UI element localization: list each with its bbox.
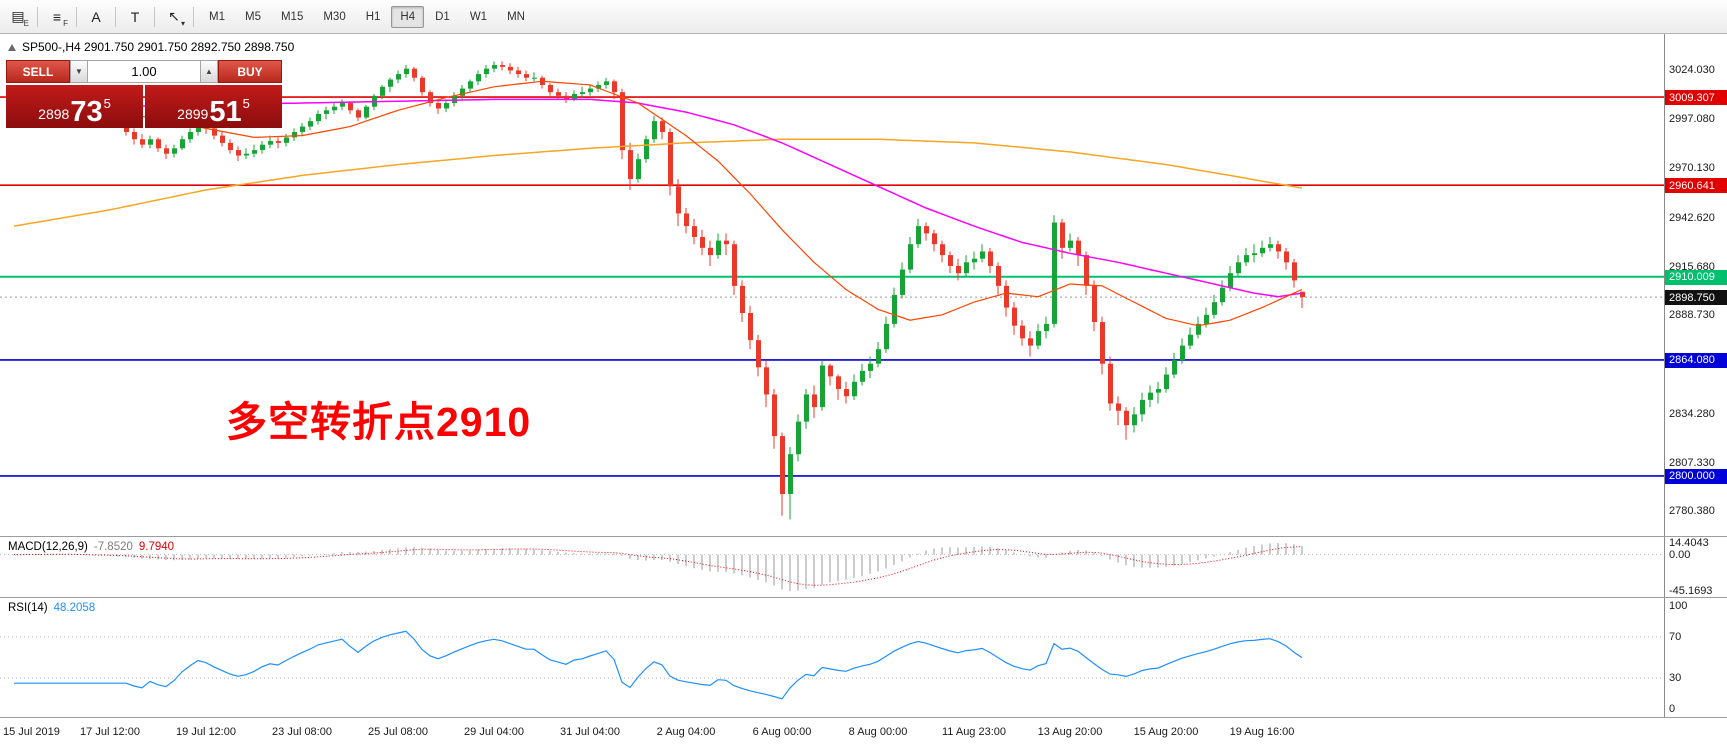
- price-tick-label: 2780.380: [1669, 505, 1715, 518]
- timeframe-button-MN[interactable]: MN: [507, 10, 525, 23]
- chart-ohlc-header: SP500-,H4 2901.750 2901.750 2892.750 289…: [8, 40, 294, 54]
- one-click-trade-panel: SELL ▼ ▲ BUY 2898 73 5 2899 51 5: [6, 60, 282, 128]
- price-tick-label: 3024.030: [1669, 64, 1715, 77]
- macd-axis-label: -45.1693: [1669, 585, 1713, 597]
- time-axis-label: 19 Jul 12:00: [176, 726, 236, 738]
- time-axis-label: 19 Aug 16:00: [1229, 726, 1295, 738]
- timeframe-button-M5[interactable]: M5: [244, 10, 261, 23]
- levels-f-icon[interactable]: ≡ F: [52, 8, 68, 28]
- macd-axis-label: 14.4043: [1669, 537, 1709, 549]
- price-tick-label: 2915.680: [1669, 260, 1715, 273]
- volume-input[interactable]: [88, 60, 200, 83]
- price-tick-label: 2942.620: [1669, 211, 1715, 224]
- time-axis-label: 25 Jul 08:00: [368, 726, 428, 738]
- time-axis-label: 15 Aug 20:00: [1133, 726, 1199, 738]
- macd-signal-value: 9.7940: [138, 541, 175, 553]
- timeframe-group: M1 M5 M15 M30 H1 H4 D1 W1 MN: [199, 5, 535, 28]
- macd-label: MACD(12,26,9) -7.8520 9.7940: [8, 541, 174, 553]
- timeframe-button-M15[interactable]: M15: [280, 10, 304, 23]
- bid-quote[interactable]: 2898 73 5: [6, 85, 143, 128]
- rsi-pane[interactable]: [0, 598, 1664, 717]
- timeframe-button-M30[interactable]: M30: [323, 10, 346, 23]
- price-tick-label: 2834.280: [1669, 407, 1715, 420]
- ask-big-digits: 51: [209, 96, 242, 129]
- rsi-label: RSI(14) 48.2058: [8, 602, 95, 614]
- pane-separator[interactable]: [0, 717, 1727, 718]
- cursor-tool-icon[interactable]: ↖ ▾: [168, 8, 185, 28]
- time-axis-label: 13 Aug 20:00: [1037, 726, 1103, 738]
- candles-layer[interactable]: [12, 61, 1305, 520]
- ask-prefix: 2899: [177, 106, 209, 122]
- macd-histogram: [21, 543, 1303, 591]
- rsi-line: [14, 630, 1303, 700]
- price-tick-label: 2807.330: [1669, 456, 1715, 469]
- main-chart-pane[interactable]: [0, 33, 1664, 536]
- time-axis-label: 11 Aug 23:00: [941, 726, 1007, 738]
- toolbar: ▤ E ≡ F A T ↖ ▾ M1 M5 M15 M30 H1 H4 D1 W1 MN: [0, 0, 1727, 34]
- time-axis-label: 15 Jul 2019: [3, 726, 60, 738]
- timeframe-button-M1[interactable]: M1: [209, 10, 225, 23]
- text-a-icon[interactable]: A: [91, 8, 101, 25]
- time-axis-label: 17 Jul 12:00: [80, 726, 140, 738]
- pane-separator[interactable]: [0, 536, 1727, 537]
- buy-button[interactable]: BUY: [218, 60, 282, 83]
- rsi-name: RSI(14): [8, 602, 48, 614]
- timeframe-button-H4[interactable]: H4: [391, 5, 425, 28]
- timeframe-button-H1[interactable]: H1: [365, 10, 381, 23]
- time-axis[interactable]: 15 Jul 2019 17 Jul 12:00 19 Jul 12:00 23 Ju…: [0, 718, 1727, 748]
- rsi-axis-label: 70: [1669, 630, 1682, 643]
- current-price-label: 2898.750: [1665, 290, 1727, 306]
- macd-axis-label: 0.00: [1669, 548, 1691, 561]
- time-axis-label: 31 Jul 04:00: [560, 726, 620, 738]
- ask-pip-digit: 5: [242, 96, 250, 111]
- time-axis-label: 6 Aug 00:00: [752, 726, 812, 738]
- toolbar-separator: [76, 6, 77, 27]
- rsi-axis-label: 0: [1669, 703, 1676, 715]
- bid-pip-digit: 5: [103, 96, 111, 111]
- price-label-2800.000: 2800.000: [1665, 468, 1727, 484]
- time-axis-label: 2 Aug 04:00: [656, 726, 716, 738]
- price-label-2960.641: 2960.641: [1665, 178, 1727, 194]
- toolbar-separator: [115, 6, 116, 27]
- macd-signal-line: [14, 546, 1303, 586]
- rsi-axis-label: 30: [1669, 672, 1682, 685]
- price-tick-label: 2997.080: [1669, 113, 1715, 126]
- macd-pane[interactable]: [0, 537, 1664, 597]
- macd-main-value: -7.8520: [93, 541, 133, 553]
- timeframe-button-D1[interactable]: D1: [435, 10, 450, 23]
- sell-button[interactable]: SELL: [6, 60, 70, 83]
- toolbar-separator: [193, 6, 194, 27]
- timeframe-button-W1[interactable]: W1: [469, 10, 488, 23]
- rsi-value: 48.2058: [53, 602, 96, 614]
- ma-slow: [13, 138, 1303, 227]
- price-tick-label: 2970.130: [1669, 161, 1715, 174]
- ma-fast: [13, 80, 1303, 327]
- price-label-3009.307: 3009.307: [1665, 90, 1727, 106]
- bid-big-digits: 73: [70, 96, 103, 129]
- price-axis[interactable]: 3024.030 2997.080 2970.130 2942.620 2915.680…: [1664, 33, 1727, 718]
- rsi-axis-label: 100: [1669, 600, 1688, 612]
- pattern-e-icon[interactable]: ▤ E: [11, 8, 29, 28]
- price-label-2864.080: 2864.080: [1665, 352, 1727, 368]
- ask-quote[interactable]: 2899 51 5: [145, 85, 282, 128]
- volume-decrease-button[interactable]: ▼: [70, 60, 88, 83]
- time-axis-label: 29 Jul 04:00: [464, 726, 524, 738]
- toolbar-icon-group: ▤ E ≡ F A T ↖ ▾: [4, 5, 188, 29]
- chart-text-annotation[interactable]: 多空转折点2910: [226, 399, 532, 445]
- symbol-ohlc-text: SP500-,H4 2901.750 2901.750 2892.750 289…: [22, 40, 295, 54]
- toolbar-separator: [37, 6, 38, 27]
- textbox-t-icon[interactable]: T: [130, 8, 140, 25]
- macd-name: MACD(12,26,9): [8, 541, 88, 553]
- volume-increase-button[interactable]: ▲: [200, 60, 218, 83]
- price-label-2910.009: 2910.009: [1665, 269, 1727, 285]
- time-axis-label: 23 Jul 08:00: [272, 726, 332, 738]
- one-click-toggle-icon[interactable]: [8, 43, 16, 51]
- bid-prefix: 2898: [38, 106, 70, 122]
- time-axis-label: 8 Aug 00:00: [848, 726, 908, 738]
- toolbar-separator: [154, 6, 155, 27]
- price-tick-label: 2888.730: [1669, 309, 1715, 322]
- pane-separator[interactable]: [0, 597, 1727, 598]
